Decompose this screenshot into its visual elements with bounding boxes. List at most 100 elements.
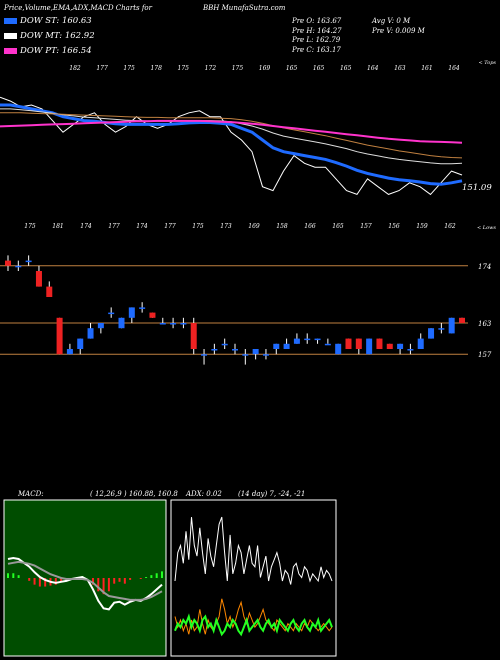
candle-body [108, 312, 115, 315]
current-price-label: 151.09 [462, 183, 492, 193]
bottom-tick-label: 175 [192, 223, 204, 230]
top-tick-label: 164 [448, 65, 460, 72]
tops-corner-label: < Tops [478, 60, 496, 66]
candle-body [304, 338, 311, 341]
avg-volume: Avg V: 0 M [372, 17, 411, 25]
bottom-tick-label: 169 [248, 223, 260, 230]
candle-body [35, 271, 42, 287]
chart-header-symbol: BBH MunafaSutra.com [203, 4, 285, 12]
bottom-tick-label: 177 [108, 223, 120, 230]
candle-body [15, 265, 22, 268]
candle-body [149, 312, 156, 318]
ema-line-ema_blue [0, 103, 463, 186]
ema-line-ema_orange [0, 112, 463, 159]
candle-body [128, 307, 135, 318]
bottom-tick-label: 157 [360, 223, 372, 230]
adx-params: (14 day) 7, -24, -21 [238, 490, 305, 498]
candle-body [201, 354, 208, 356]
candle-body [242, 354, 249, 356]
header-title: Price,Volume,EMA,ADX,MACD Charts for [4, 4, 152, 12]
candle-body [5, 260, 11, 266]
candle-body [46, 286, 53, 297]
legend-label: DOW MT: 162.92 [20, 31, 95, 41]
bottom-tick-label: 159 [416, 223, 428, 230]
candle-body [283, 343, 290, 349]
legend-swatch-white [4, 32, 17, 39]
bottom-tick-label: 156 [388, 223, 400, 230]
candle-body [314, 338, 321, 341]
legend-swatch-pink [4, 47, 17, 54]
candle-body [407, 349, 414, 351]
legend-dow-pt: DOW PT: 166.54 [4, 46, 92, 56]
top-tick-label: 169 [259, 65, 271, 72]
top-tick-label: 163 [394, 65, 406, 72]
ohlc-open: Pre O: 163.67 [292, 17, 342, 25]
candle-body [190, 323, 197, 349]
bottom-tick-label: 165 [332, 223, 344, 230]
candle-body [386, 343, 393, 349]
ohlc-close: Pre C: 163.17 [292, 46, 341, 54]
ema-line-ema_pink [0, 119, 463, 144]
top-tick-label: 175 [232, 65, 244, 72]
candle-body [118, 317, 125, 329]
header-site: MunafaSutra.com [221, 4, 286, 12]
legend-dow-mt: DOW MT: 162.92 [4, 31, 95, 41]
adx-line-minus_di [174, 613, 333, 637]
candle-body [293, 338, 300, 344]
legend-label: DOW PT: 166.54 [20, 46, 92, 56]
bottom-tick-label: 158 [276, 223, 288, 230]
top-tick-label: 175 [123, 65, 135, 72]
candle-body [66, 349, 73, 355]
candle-body [397, 343, 404, 349]
candle-body [335, 343, 342, 355]
top-tick-label: 182 [69, 65, 81, 72]
candle-body [376, 338, 383, 349]
top-tick-label: 161 [421, 65, 432, 72]
top-tick-label: 178 [150, 65, 162, 72]
adx-line-adx [174, 516, 333, 585]
bottom-tick-label: 174 [136, 223, 148, 230]
candle-body [170, 323, 177, 325]
candle-body [56, 317, 63, 355]
candle-body [366, 338, 373, 355]
candle-body [159, 323, 166, 325]
candle-body [417, 338, 424, 349]
macd-params: ( 12,26,9 ) 160.88, 160.8 [90, 490, 178, 498]
bottom-tick-label: 175 [24, 223, 36, 230]
candle-body [428, 328, 435, 339]
ohlc-high: Pre H: 164.27 [292, 27, 342, 35]
legend-label: DOW ST: 160.63 [20, 16, 92, 26]
top-tick-label: 177 [96, 65, 108, 72]
candle-body [139, 307, 146, 309]
top-tick-label: 175 [178, 65, 190, 72]
adx-label: ADX: 0.02 [185, 490, 222, 498]
top-tick-label: 165 [340, 65, 352, 72]
bottom-tick-label: 162 [444, 223, 456, 230]
bottom-tick-label: 181 [52, 223, 63, 230]
candle-body [232, 349, 238, 351]
ema-line-price [0, 96, 463, 196]
top-tick-label: 172 [205, 65, 217, 72]
candle-body [438, 328, 445, 330]
candle-body [87, 328, 94, 339]
candle-body [345, 338, 352, 349]
candle-body [180, 323, 187, 325]
ohlc-low: Pre L: 162.79 [292, 36, 341, 44]
macd-label: MACD: [17, 490, 44, 498]
macd-line-signal [7, 560, 163, 601]
candle-body [221, 343, 228, 346]
candle-body [97, 323, 104, 329]
candle-body [211, 349, 218, 351]
header-symbol: BBH [203, 4, 220, 12]
candle-body [25, 260, 32, 263]
candle-body [262, 354, 269, 356]
top-tick-label: 164 [367, 65, 379, 72]
top-tick-label: 165 [313, 65, 325, 72]
bottom-tick-label: 173 [220, 223, 232, 230]
top-tick-label: 165 [286, 65, 298, 72]
bottom-tick-label: 166 [304, 223, 316, 230]
level-label: 174 [478, 263, 491, 271]
legend-swatch-blue [4, 17, 17, 24]
lows-corner-label: < Lows [477, 225, 496, 231]
